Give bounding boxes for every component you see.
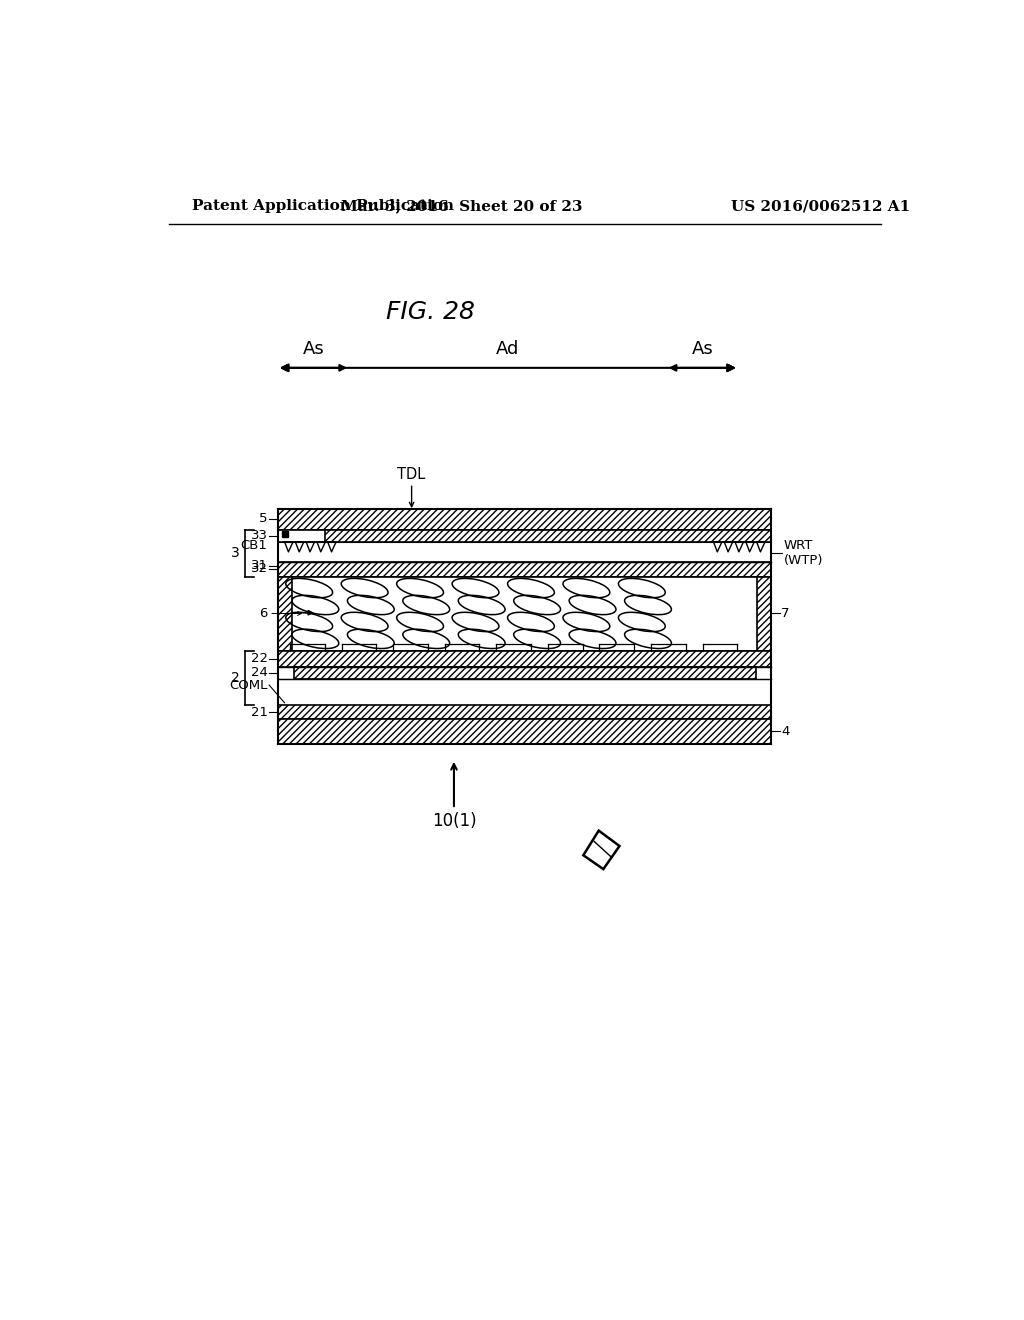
Text: 33: 33 — [251, 529, 267, 543]
Bar — [279, 651, 771, 667]
Bar — [283, 531, 289, 537]
Text: 3: 3 — [231, 545, 240, 560]
Text: 4: 4 — [781, 725, 790, 738]
Text: 10(1): 10(1) — [432, 812, 476, 829]
Bar — [279, 705, 771, 719]
Text: As: As — [691, 341, 713, 358]
Bar — [279, 577, 771, 651]
Text: Ad: Ad — [497, 341, 519, 358]
Bar — [758, 577, 771, 651]
Text: TDL: TDL — [397, 467, 426, 482]
Polygon shape — [584, 830, 620, 869]
Text: As: As — [302, 341, 325, 358]
Text: Mar. 3, 2016  Sheet 20 of 23: Mar. 3, 2016 Sheet 20 of 23 — [341, 199, 583, 213]
Bar — [325, 529, 771, 543]
Text: 32: 32 — [251, 562, 267, 576]
Text: Patent Application Publication: Patent Application Publication — [193, 199, 455, 213]
Text: 21: 21 — [251, 705, 267, 718]
Text: 24: 24 — [251, 667, 267, 680]
Text: CB1: CB1 — [241, 539, 267, 552]
Bar — [294, 667, 756, 678]
Bar — [279, 562, 771, 577]
Bar — [279, 529, 771, 543]
Bar — [279, 678, 771, 705]
Text: 31: 31 — [251, 560, 267, 573]
Text: 7: 7 — [781, 607, 790, 620]
Text: 5: 5 — [259, 512, 267, 525]
Text: 2: 2 — [231, 671, 240, 685]
Bar — [279, 543, 771, 562]
Text: FIG. 28: FIG. 28 — [386, 301, 475, 325]
Text: COML: COML — [229, 678, 267, 692]
Text: 6: 6 — [259, 607, 267, 620]
Text: WRT
(WTP): WRT (WTP) — [783, 539, 823, 566]
Bar — [279, 651, 771, 667]
Text: US 2016/0062512 A1: US 2016/0062512 A1 — [731, 199, 910, 213]
Bar — [279, 577, 292, 651]
Bar — [279, 508, 771, 529]
Bar — [279, 719, 771, 743]
Text: 22: 22 — [251, 652, 267, 665]
